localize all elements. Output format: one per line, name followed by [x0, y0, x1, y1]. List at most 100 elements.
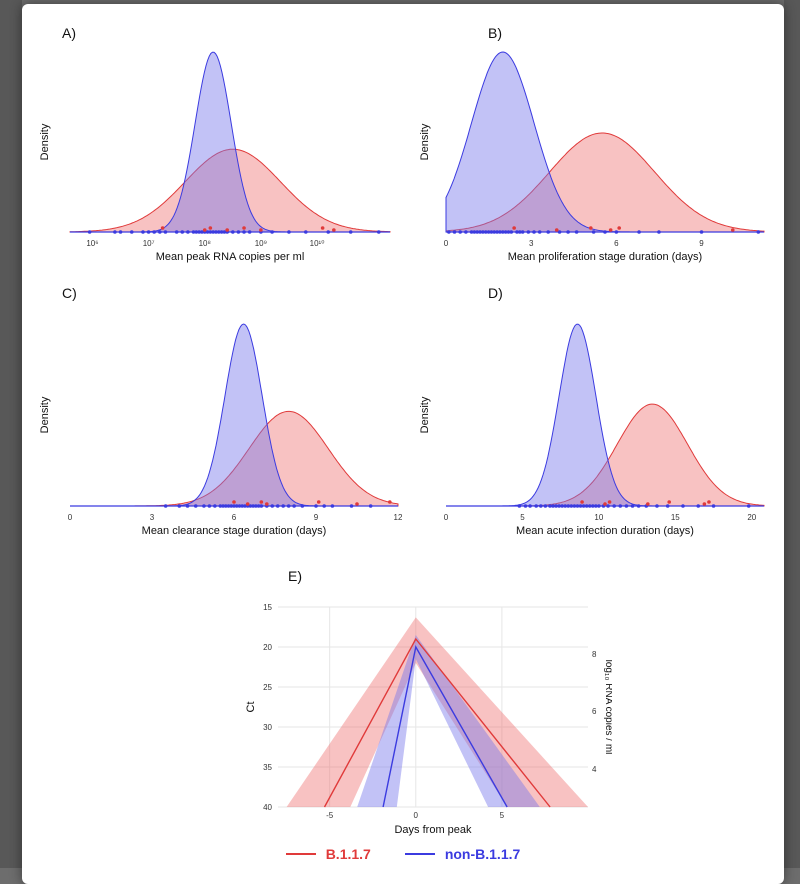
y-tick-label: 35: [263, 763, 272, 772]
x-axis-label: Mean clearance stage duration (days): [142, 525, 327, 537]
data-point-b117: [607, 500, 612, 504]
data-point-non-b117: [696, 504, 701, 508]
data-point-non-b117: [211, 230, 215, 234]
data-point-non-b117: [129, 230, 134, 234]
data-point-non-b117: [746, 504, 751, 508]
data-point-non-b117: [538, 504, 543, 508]
data-point-non-b117: [537, 230, 542, 234]
data-point-b117: [388, 500, 392, 504]
data-point-non-b117: [526, 230, 531, 234]
figure-lightbox: A) Density 10⁶ 10⁷ 10⁸ 10⁹ 10¹⁰ Mean peak RNA c…: [22, 4, 784, 884]
data-point-non-b117: [469, 230, 474, 234]
trajectory-line-non_b117: [382, 645, 508, 808]
data-point-non-b117: [452, 230, 457, 234]
x-tick-label: 6: [232, 513, 237, 522]
data-point-non-b117: [520, 230, 525, 234]
density-curve-non_b117: [70, 51, 390, 233]
data-point-non-b117: [637, 230, 641, 234]
x-tick-label: 0: [414, 811, 419, 820]
y-axis-label: Density: [39, 396, 51, 433]
x-tick-label: 10: [594, 513, 603, 522]
data-point-non-b117: [563, 504, 568, 508]
x-tick-label: 3: [529, 239, 534, 248]
data-point-non-b117: [551, 504, 555, 508]
data-point-non-b117: [591, 230, 596, 234]
data-point-b117: [259, 228, 263, 232]
data-point-non-b117: [572, 504, 577, 508]
x-tick-label: 10⁶: [86, 239, 98, 248]
data-point-non-b117: [566, 504, 571, 508]
data-point-non-b117: [447, 230, 451, 234]
data-point-non-b117: [221, 504, 225, 508]
data-point-non-b117: [594, 504, 598, 508]
data-point-non-b117: [509, 230, 514, 234]
data-point-non-b117: [286, 504, 291, 508]
y-tick-label: 20: [263, 643, 272, 652]
data-point-non-b117: [152, 230, 157, 234]
data-point-non-b117: [557, 504, 561, 508]
data-point-b117: [316, 500, 321, 504]
data-point-non-b117: [475, 230, 480, 234]
data-point-non-b117: [506, 230, 511, 234]
panel-e-ct-trajectory: E) 15 20 25 30 35 40 -5 0 5 Ct Days from peak 4 6 8 log…: [245, 568, 612, 836]
data-point-non-b117: [222, 230, 227, 234]
density-curve-b117: [445, 132, 765, 233]
data-point-non-b117: [232, 504, 236, 508]
x-tick-label: 3: [150, 513, 155, 522]
data-point-b117: [332, 228, 336, 232]
y-axis-label: Ct: [245, 702, 257, 713]
data-point-non-b117: [247, 230, 252, 234]
data-point-non-b117: [326, 230, 331, 234]
data-point-non-b117: [543, 504, 548, 508]
data-point-non-b117: [756, 230, 761, 234]
data-point-non-b117: [292, 504, 296, 508]
data-point-non-b117: [590, 504, 595, 508]
data-point-non-b117: [655, 504, 659, 508]
x-tick-label: 0: [68, 513, 73, 522]
data-point-non-b117: [177, 504, 182, 508]
x-tick-label: 5: [520, 513, 525, 522]
data-point-non-b117: [174, 230, 179, 234]
data-point-non-b117: [603, 230, 607, 234]
data-point-non-b117: [207, 504, 212, 508]
data-point-non-b117: [243, 504, 247, 508]
data-point-non-b117: [630, 504, 635, 508]
data-point-non-b117: [259, 504, 264, 508]
legend-swatch-non-b117: [404, 853, 435, 855]
data-point-non-b117: [281, 504, 286, 508]
legend-label-non-b117: non-B.1.1.7: [444, 846, 521, 862]
data-point-non-b117: [186, 230, 190, 234]
x-tick-label: 15: [671, 513, 680, 522]
x-tick-label: 10⁸: [199, 239, 211, 248]
data-point-non-b117: [208, 230, 213, 234]
data-point-non-b117: [560, 504, 564, 508]
legend-item-b117: B.1.1.7: [285, 846, 371, 862]
data-point-b117: [259, 500, 264, 504]
x-tick-label: 10⁹: [255, 239, 267, 248]
x-tick-label: 0: [444, 513, 449, 522]
data-point-non-b117: [193, 504, 198, 508]
data-point-non-b117: [197, 230, 201, 234]
data-point-b117: [730, 228, 735, 232]
data-point-b117: [707, 500, 711, 504]
x-axis-label: Mean acute infection duration (days): [516, 525, 694, 537]
data-point-b117: [580, 500, 584, 504]
y-axis-label: Density: [39, 123, 51, 160]
data-point-non-b117: [534, 504, 539, 508]
data-point-non-b117: [503, 230, 508, 234]
y-axis-label: Density: [419, 123, 431, 160]
data-point-non-b117: [214, 230, 218, 234]
data-point-non-b117: [548, 504, 552, 508]
data-point-non-b117: [229, 504, 234, 508]
data-point-b117: [646, 502, 650, 506]
data-point-non-b117: [194, 230, 199, 234]
legend-label-b117: B.1.1.7: [325, 846, 371, 862]
data-point-non-b117: [256, 504, 261, 508]
data-point-non-b117: [158, 230, 162, 234]
data-point-b117: [589, 226, 593, 230]
data-point-non-b117: [612, 504, 616, 508]
data-point-b117: [355, 502, 359, 506]
data-point-non-b117: [219, 230, 224, 234]
data-point-b117: [160, 226, 165, 230]
data-point-non-b117: [87, 230, 92, 234]
